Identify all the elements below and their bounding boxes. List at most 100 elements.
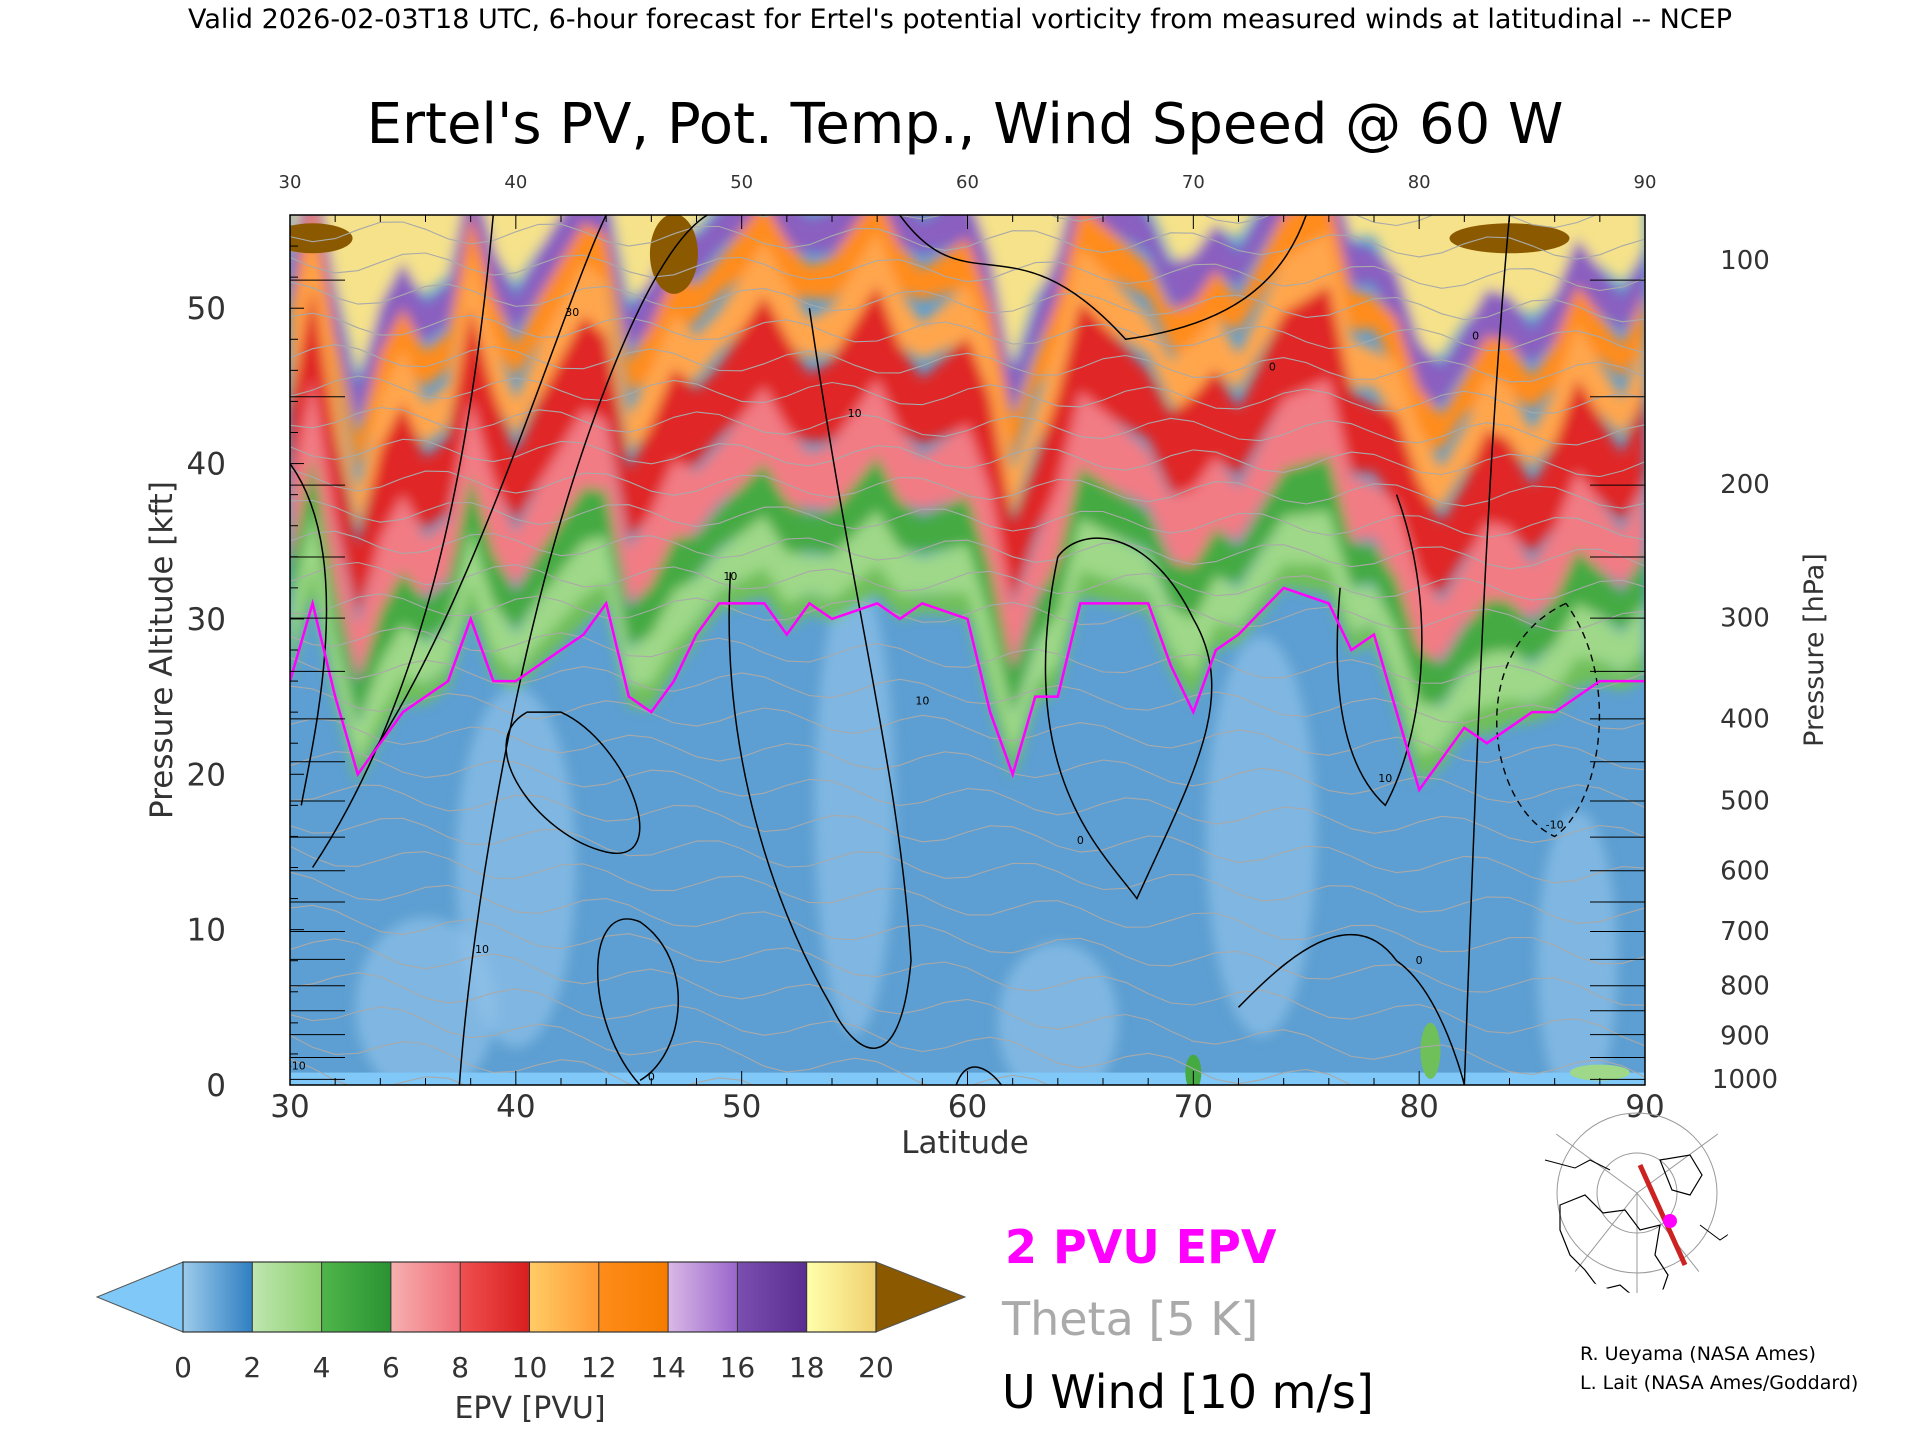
tropopause-2pvu (290, 586, 1645, 793)
u-wind-contour (955, 1066, 1002, 1085)
pressure-tick-label: 600 (1720, 857, 1770, 887)
theta-contour (290, 972, 1465, 1085)
x-tick-label-top: 70 (1182, 172, 1205, 193)
u-wind-contour (505, 711, 641, 855)
u-wind-contour-label: 10 (915, 694, 929, 707)
colorbar-tick-label: 18 (789, 1351, 825, 1384)
x-tick-label-top: 50 (730, 172, 753, 193)
north-america-outline (1559, 1194, 1669, 1293)
colorbar-tick-label: 20 (858, 1351, 894, 1384)
y-tick-label: 40 (187, 447, 226, 483)
theta-contour (290, 904, 1645, 1047)
axis-labels: 3030404050506060707080809090010203040501… (187, 172, 1779, 1125)
plot-area: 30 10 10 10 10 10 0 0 0 0 0 -10 -10 (289, 214, 1646, 1086)
theta-contours (290, 215, 1645, 1085)
u-wind-contour (1237, 933, 1466, 1085)
pressure-tick-label: 100 (1720, 246, 1770, 276)
valid-line: Valid 2026-02-03T18 UTC, 6-hour forecast… (188, 4, 1732, 35)
theta-contour (290, 656, 1645, 730)
u-wind-contour-label: 10 (848, 407, 862, 420)
map-marker (1663, 1214, 1677, 1228)
x-tick-label-top: 30 (279, 172, 302, 193)
pressure-tick-label: 700 (1720, 917, 1770, 947)
colorbar-bin (529, 1262, 599, 1332)
theta-contour (290, 1006, 1050, 1085)
theta-contour (290, 312, 1645, 354)
u-wind-contour (1463, 215, 1511, 1085)
theta-contour (290, 938, 1645, 1078)
epv-low-patch (1569, 1064, 1630, 1081)
epv-band (290, 285, 1645, 614)
plot-frame (289, 214, 1646, 1086)
epv-over-patch (290, 223, 353, 254)
theta-contour (290, 751, 1645, 844)
theta-contour (290, 871, 1645, 1006)
epv-light-patch (455, 687, 576, 1048)
theta-contour (290, 530, 1645, 570)
x-tick-label: 40 (496, 1089, 535, 1125)
legend-u-wind: U Wind [10 m/s] (1002, 1365, 1374, 1419)
epv-band (290, 378, 1645, 680)
theta-contour (290, 499, 1645, 541)
u-wind-contour (357, 215, 607, 775)
u-wind-contour (1044, 537, 1213, 901)
theta-contour (290, 438, 1645, 478)
colorbar-bin (737, 1262, 807, 1332)
colorbar-tick-label: 8 (451, 1351, 469, 1384)
colorbar-tick-label: 2 (243, 1351, 261, 1384)
colorbar-tick-label: 12 (581, 1351, 617, 1384)
credit-ueyama: R. Ueyama (NASA Ames) (1580, 1343, 1816, 1365)
x-tick-label: 90 (1625, 1089, 1664, 1125)
chart-title: Ertel's PV, Pot. Temp., Wind Speed @ 60 … (367, 92, 1564, 157)
colorbar-tick-label: 0 (174, 1351, 192, 1384)
theta-contour (290, 252, 1645, 292)
x-tick-label: 80 (1399, 1089, 1438, 1125)
colorbar-bin (252, 1262, 322, 1332)
theta-contour (290, 718, 1645, 809)
colorbar-tick-label: 14 (650, 1351, 686, 1384)
epv-band (290, 215, 1645, 377)
u-wind-contour-label: 10 (723, 570, 737, 583)
pressure-tick-label: 200 (1720, 470, 1770, 500)
colorbar-tick-label: 4 (313, 1351, 331, 1384)
colorbar-bin (183, 1262, 253, 1332)
u-wind-contour-label: 0 (648, 1070, 655, 1083)
theta-contour (290, 685, 1645, 771)
theta-contour (290, 344, 1645, 383)
u-wind-contour-label: 30 (565, 306, 579, 319)
epv-band (290, 510, 1645, 764)
epv-light-patch (1537, 810, 1618, 1085)
legend-theta: Theta [5 K] (1001, 1292, 1258, 1346)
theta-contour (290, 468, 1645, 509)
u-wind-contour (311, 215, 494, 868)
greenland-outline (1659, 1154, 1703, 1196)
colorbar-tick-label: 6 (382, 1351, 400, 1384)
theta-contour (290, 221, 1645, 260)
theta-contour (290, 281, 1645, 323)
epv-band (290, 456, 1645, 722)
x-tick-label: 70 (1174, 1089, 1213, 1125)
pressure-tick-label: 800 (1720, 972, 1770, 1002)
u-wind-contour (899, 215, 1307, 341)
tropopause-line (290, 586, 1645, 793)
u-wind-contour-label: 0 (1472, 329, 1479, 342)
pressure-tick-label: 500 (1720, 787, 1770, 817)
u-wind-contour (597, 918, 680, 1085)
u-wind-contour-label: 0 (1077, 834, 1084, 847)
theta-contour (290, 845, 1645, 965)
pressure-tick-label: 1000 (1712, 1065, 1778, 1095)
x-tick-label: 60 (948, 1089, 987, 1125)
epv-over-patch (649, 215, 698, 294)
y-tick-label: 30 (187, 602, 226, 638)
x-tick-label: 50 (722, 1089, 761, 1125)
colorbar-over-arrow (875, 1261, 967, 1333)
u-wind-contour (458, 215, 765, 1085)
colorbar-label: EPV [PVU] (454, 1391, 605, 1426)
x-tick-label-top: 80 (1408, 172, 1431, 193)
u-wind-contour-label: 0 (1416, 954, 1423, 967)
u-wind-contour-label: 0 (1269, 360, 1276, 373)
theta-contour (290, 407, 1645, 446)
pressure-tick-label: 900 (1720, 1021, 1770, 1051)
